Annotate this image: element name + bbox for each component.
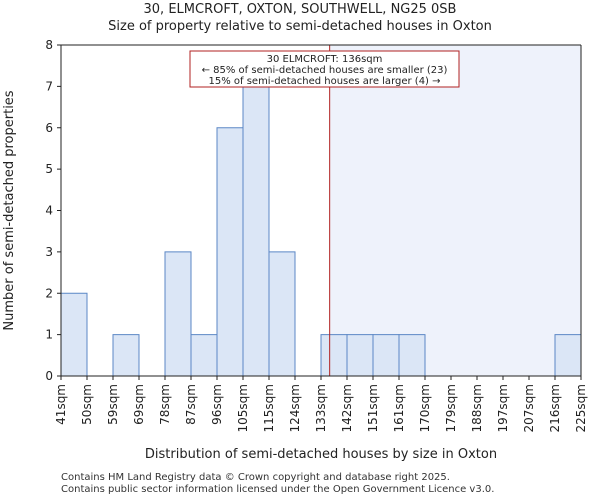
x-tick-label: 133sqm bbox=[314, 384, 328, 432]
footer-licence: Contains public sector information licen… bbox=[61, 484, 495, 495]
y-tick-label: 5 bbox=[45, 162, 53, 176]
x-tick-label: 124sqm bbox=[288, 384, 302, 432]
x-tick-label: 179sqm bbox=[444, 384, 458, 432]
y-tick-label: 0 bbox=[45, 369, 53, 383]
x-tick-label: 207sqm bbox=[522, 384, 536, 432]
bar bbox=[190, 334, 218, 377]
y-tick-label: 8 bbox=[45, 38, 53, 52]
x-tick-label: 151sqm bbox=[366, 384, 380, 432]
chart-subtitle: Size of property relative to semi-detach… bbox=[108, 19, 492, 34]
annotation-line: 15% of semi-detached houses are larger (… bbox=[208, 76, 440, 87]
y-tick-label: 4 bbox=[45, 204, 53, 218]
x-tick-label: 188sqm bbox=[470, 384, 484, 432]
bar bbox=[554, 334, 582, 377]
chart-title: 30, ELMCROFT, OXTON, SOUTHWELL, NG25 0SB bbox=[143, 2, 457, 17]
bar bbox=[346, 334, 374, 377]
bar bbox=[268, 251, 296, 377]
bar bbox=[164, 251, 192, 377]
x-axis-title: Distribution of semi-detached houses by … bbox=[145, 447, 497, 462]
annotation-line: 30 ELMCROFT: 136sqm bbox=[267, 54, 383, 65]
y-tick-label: 2 bbox=[45, 286, 53, 300]
y-tick-label: 7 bbox=[45, 79, 53, 93]
annotation-box bbox=[189, 50, 460, 88]
x-tick-label: 59sqm bbox=[106, 384, 120, 425]
x-tick-label: 87sqm bbox=[184, 384, 198, 425]
x-tick-label: 69sqm bbox=[132, 384, 146, 425]
y-tick-label: 1 bbox=[45, 328, 53, 342]
x-tick-label: 96sqm bbox=[210, 384, 224, 425]
x-tick-label: 170sqm bbox=[418, 384, 432, 432]
x-tick-label: 225sqm bbox=[574, 384, 588, 432]
x-tick-label: 142sqm bbox=[340, 384, 354, 432]
bar bbox=[320, 334, 348, 377]
x-tick-label: 197sqm bbox=[496, 384, 510, 432]
y-tick-label: 6 bbox=[45, 121, 53, 135]
x-tick-label: 115sqm bbox=[262, 384, 276, 432]
bar bbox=[398, 334, 426, 377]
bar bbox=[372, 334, 400, 377]
larger-region-shade bbox=[329, 45, 581, 376]
bar bbox=[216, 127, 244, 377]
x-tick-label: 50sqm bbox=[80, 384, 94, 425]
footer-copyright: Contains HM Land Registry data © Crown c… bbox=[61, 472, 450, 483]
annotation-line: ← 85% of semi-detached houses are smalle… bbox=[202, 65, 448, 76]
y-axis-title: Number of semi-detached properties bbox=[2, 90, 17, 330]
y-tick-label: 3 bbox=[45, 245, 53, 259]
bar bbox=[242, 85, 270, 377]
bar bbox=[112, 334, 140, 377]
x-tick-label: 105sqm bbox=[236, 384, 250, 432]
x-tick-label: 78sqm bbox=[158, 384, 172, 425]
x-tick-label: 161sqm bbox=[392, 384, 406, 432]
x-tick-label: 216sqm bbox=[548, 384, 562, 432]
bar bbox=[60, 292, 88, 377]
x-tick-label: 41sqm bbox=[54, 384, 68, 425]
